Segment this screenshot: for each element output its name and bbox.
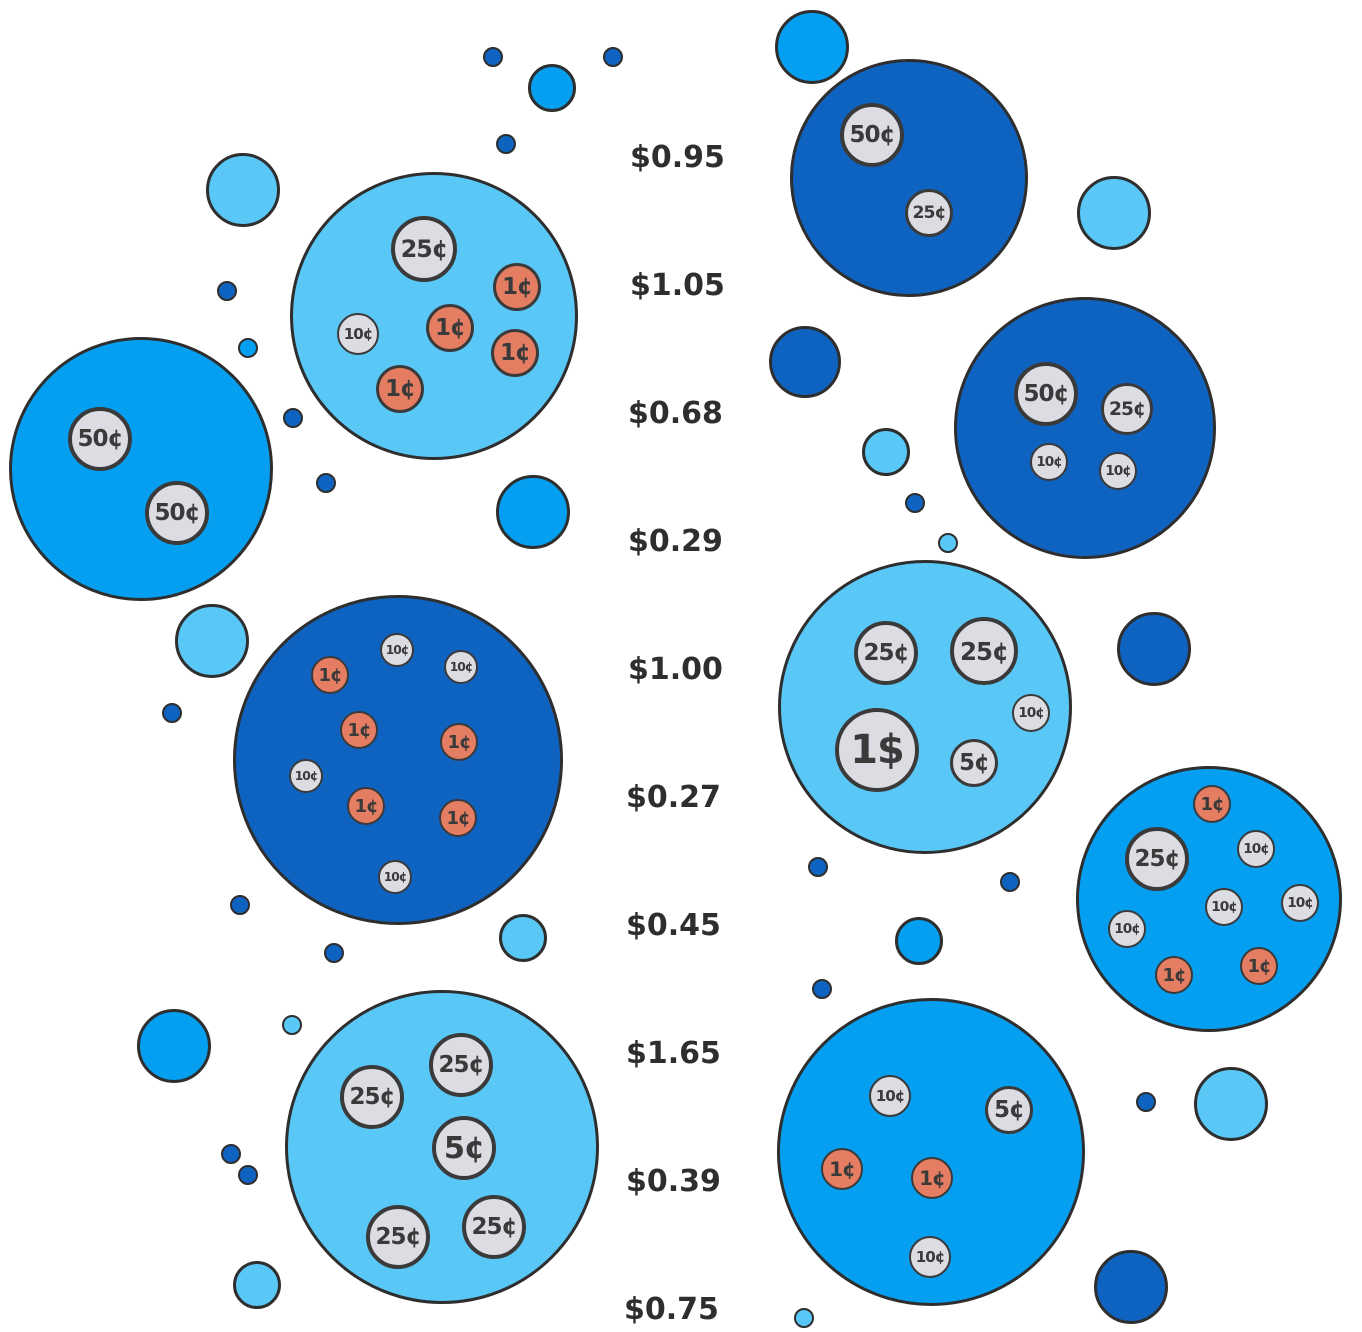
decorative-bubble — [483, 47, 503, 67]
penny-coin: 1¢ — [439, 799, 477, 837]
decorative-bubble — [283, 408, 303, 428]
decorative-bubble — [528, 64, 576, 112]
silver-coin: 10¢ — [1108, 910, 1146, 948]
silver-coin: 5¢ — [432, 1116, 496, 1180]
amount-label: $0.95 — [630, 140, 725, 175]
decorative-bubble — [206, 153, 280, 227]
silver-coin: 10¢ — [289, 759, 323, 793]
penny-coin: 1¢ — [1193, 785, 1231, 823]
decorative-bubble — [496, 475, 570, 549]
decorative-bubble — [233, 1261, 281, 1309]
silver-coin: 10¢ — [378, 860, 412, 894]
set-right-1 — [790, 59, 1028, 297]
silver-coin: 10¢ — [380, 633, 414, 667]
penny-coin: 1¢ — [340, 711, 378, 749]
silver-coin: 10¢ — [1281, 884, 1319, 922]
penny-coin: 1¢ — [311, 656, 349, 694]
decorative-bubble — [238, 1165, 258, 1185]
decorative-bubble — [175, 604, 249, 678]
silver-coin: 10¢ — [909, 1236, 951, 1278]
decorative-bubble — [1000, 872, 1020, 892]
penny-coin: 1¢ — [440, 723, 478, 761]
amount-label: $0.39 — [626, 1164, 721, 1199]
silver-coin: 10¢ — [1205, 888, 1243, 926]
decorative-bubble — [316, 473, 336, 493]
penny-coin: 1¢ — [821, 1148, 863, 1190]
silver-coin: 10¢ — [869, 1075, 911, 1117]
decorative-bubble — [230, 895, 250, 915]
silver-coin: 10¢ — [1030, 443, 1068, 481]
penny-coin: 1¢ — [1240, 947, 1278, 985]
decorative-bubble — [895, 917, 943, 965]
decorative-bubble — [499, 914, 547, 962]
silver-coin: 25¢ — [340, 1065, 404, 1129]
silver-coin: 10¢ — [444, 650, 478, 684]
set-right-2 — [954, 297, 1216, 559]
silver-coin: 1$ — [835, 708, 919, 792]
decorative-bubble — [217, 281, 237, 301]
silver-coin: 10¢ — [337, 313, 379, 355]
decorative-bubble — [221, 1144, 241, 1164]
decorative-bubble — [324, 943, 344, 963]
silver-coin: 25¢ — [391, 216, 457, 282]
decorative-bubble — [769, 326, 841, 398]
amount-label: $1.65 — [626, 1036, 721, 1071]
decorative-bubble — [905, 493, 925, 513]
penny-coin: 1¢ — [347, 787, 385, 825]
amount-label: $0.27 — [626, 780, 721, 815]
silver-coin: 10¢ — [1237, 830, 1275, 868]
silver-coin: 50¢ — [145, 481, 209, 545]
decorative-bubble — [1077, 176, 1151, 250]
silver-coin: 5¢ — [985, 1086, 1033, 1134]
amount-label: $0.45 — [626, 908, 721, 943]
amount-label: $1.05 — [630, 268, 725, 303]
decorative-bubble — [808, 857, 828, 877]
amount-label: $1.00 — [628, 652, 723, 687]
decorative-bubble — [938, 533, 958, 553]
penny-coin: 1¢ — [426, 304, 474, 352]
silver-coin: 25¢ — [854, 621, 918, 685]
decorative-bubble — [162, 703, 182, 723]
decorative-bubble — [238, 338, 258, 358]
penny-coin: 1¢ — [376, 365, 424, 413]
decorative-bubble — [496, 134, 516, 154]
silver-coin: 5¢ — [950, 739, 998, 787]
silver-coin: 25¢ — [1125, 827, 1189, 891]
amount-column: $0.95 $1.05 $0.68 $0.29 $1.00 $0.27 $0.4… — [620, 0, 730, 1332]
amount-label: $0.68 — [628, 396, 723, 431]
decorative-bubble — [862, 428, 910, 476]
silver-coin: 25¢ — [366, 1205, 430, 1269]
decorative-bubble — [1194, 1067, 1268, 1141]
silver-coin: 25¢ — [462, 1195, 526, 1259]
decorative-bubble — [137, 1009, 211, 1083]
silver-coin: 10¢ — [1012, 694, 1050, 732]
penny-coin: 1¢ — [493, 263, 541, 311]
decorative-bubble — [775, 10, 849, 84]
set-left-2 — [9, 337, 273, 601]
decorative-bubble — [1094, 1250, 1168, 1324]
decorative-bubble — [812, 979, 832, 999]
decorative-bubble — [1136, 1092, 1156, 1112]
decorative-bubble — [794, 1308, 814, 1328]
penny-coin: 1¢ — [1155, 956, 1193, 994]
silver-coin: 50¢ — [68, 407, 132, 471]
decorative-bubble — [282, 1015, 302, 1035]
silver-coin: 25¢ — [950, 617, 1018, 685]
silver-coin: 25¢ — [1101, 383, 1153, 435]
penny-coin: 1¢ — [491, 329, 539, 377]
amount-label: $0.75 — [624, 1292, 719, 1327]
silver-coin: 50¢ — [840, 103, 904, 167]
decorative-bubble — [603, 47, 623, 67]
silver-coin: 10¢ — [1099, 452, 1137, 490]
silver-coin: 25¢ — [905, 189, 953, 237]
decorative-bubble — [1117, 612, 1191, 686]
silver-coin: 25¢ — [429, 1033, 493, 1097]
silver-coin: 50¢ — [1014, 362, 1078, 426]
penny-coin: 1¢ — [911, 1157, 953, 1199]
amount-label: $0.29 — [628, 524, 723, 559]
